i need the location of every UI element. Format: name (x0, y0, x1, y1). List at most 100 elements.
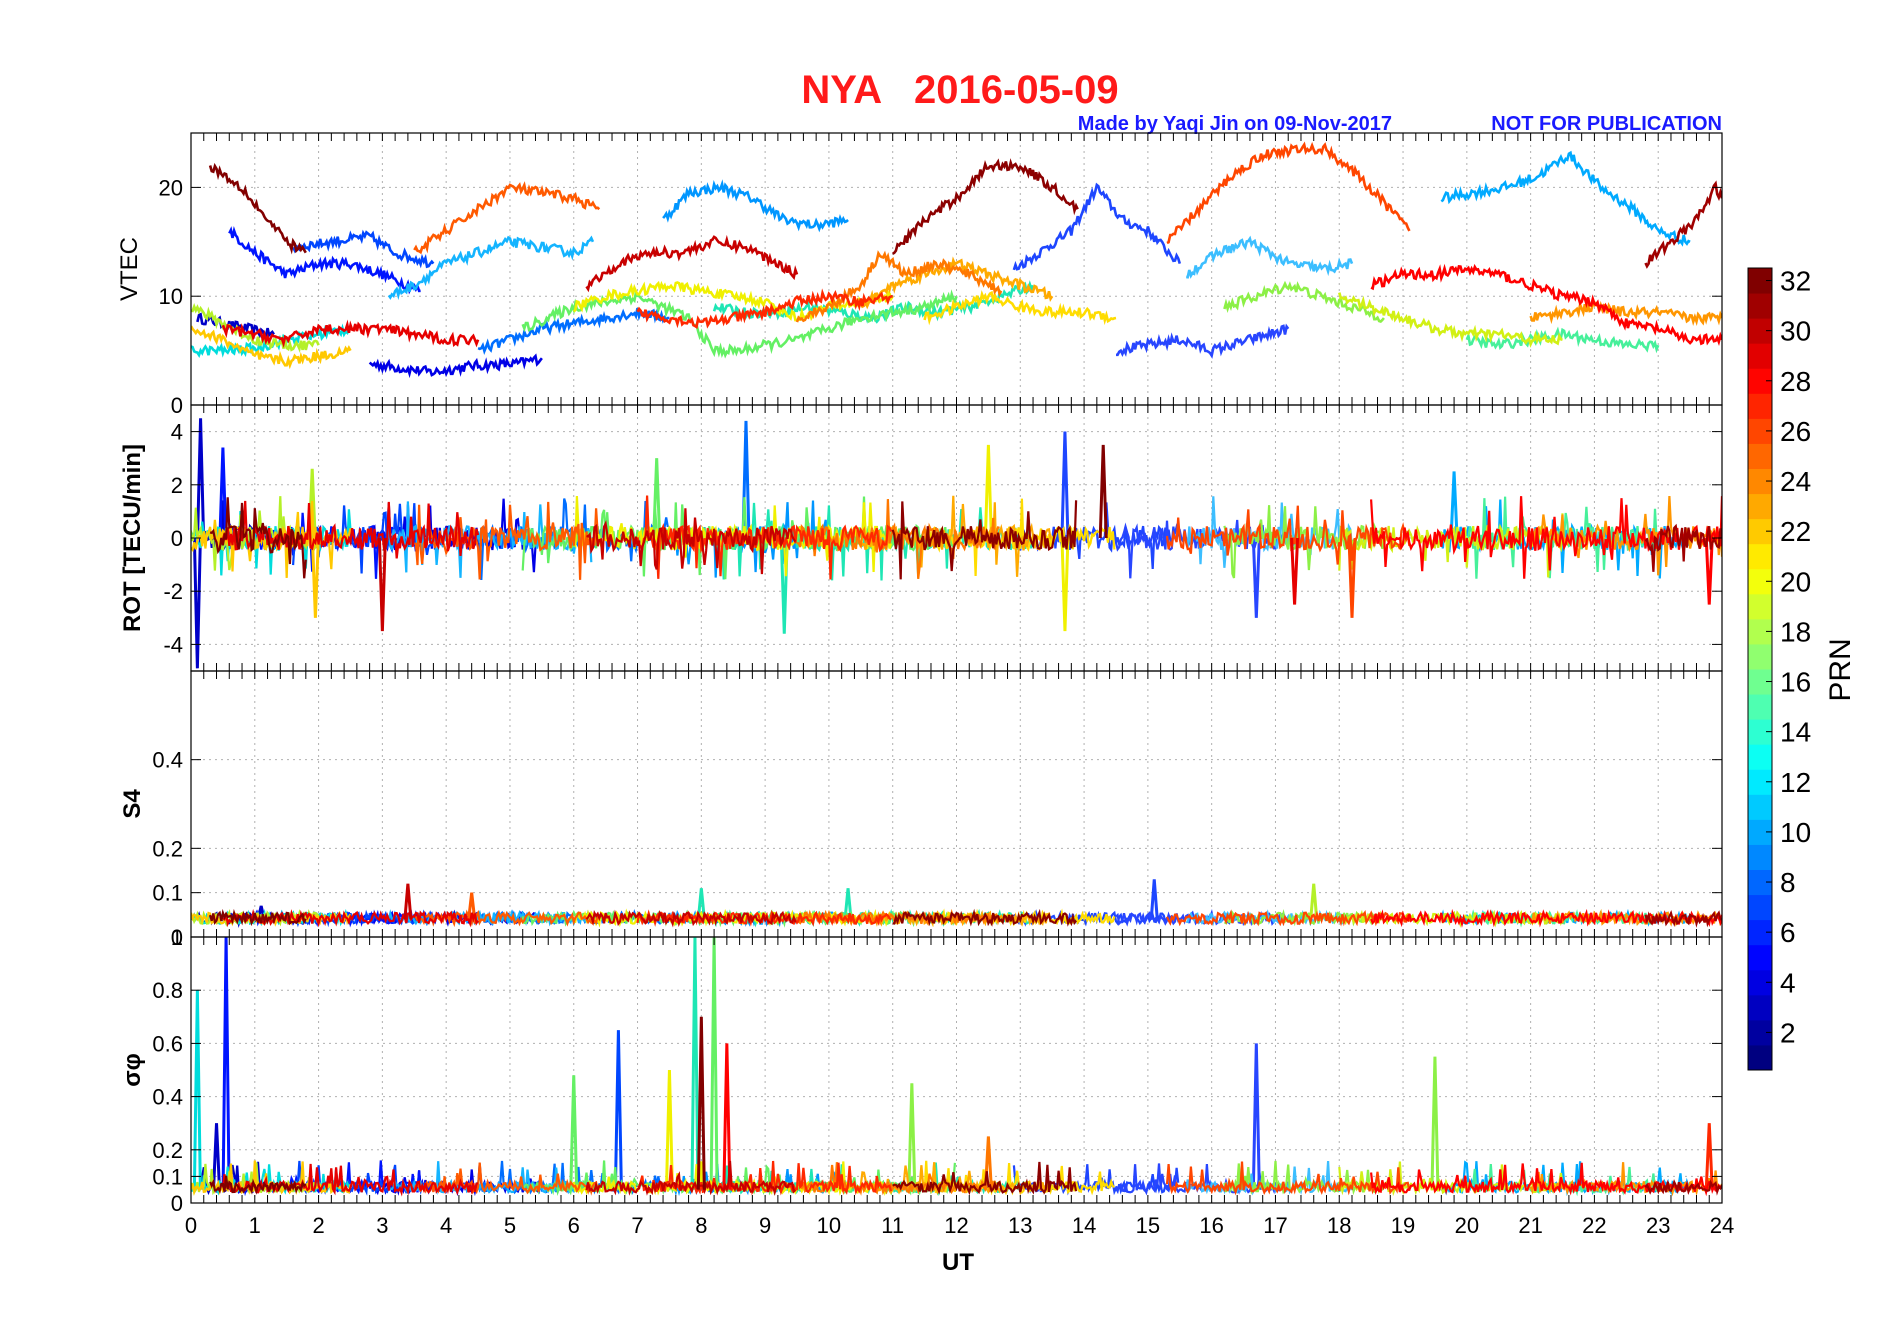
colorbar-tick-label: 20 (1780, 566, 1811, 597)
sigphi-spike-prn-17 (907, 1083, 917, 1190)
sigphi-spike-prn-17 (1430, 1056, 1440, 1190)
vtec-trace-prn-10 (1440, 150, 1691, 247)
x-tick-label: 18 (1327, 1213, 1351, 1238)
sigphi-trace-prn-1 (892, 1161, 1078, 1196)
sigphi-spike-prn-2 (212, 1123, 222, 1190)
colorbar-swatch (1748, 794, 1772, 820)
rot-spike-prn-22 (310, 537, 320, 618)
vtec-minor-ticks (190, 133, 1723, 405)
sigphi-y-tick-label: 0.8 (152, 978, 183, 1003)
colorbar-swatch (1748, 694, 1772, 720)
panel-s4: 0 0.1 0.2 0.4S4 (119, 670, 1723, 950)
s4-y-tick-label: 0.1 (152, 881, 183, 906)
x-tick-label: 9 (759, 1213, 771, 1238)
sigphi-trace-prn-29 (1370, 1162, 1722, 1197)
vtec-trace-prn-25 (795, 250, 1003, 323)
rot-y-tick-label: 0 (171, 526, 183, 551)
rot-trace-prn-24 (1529, 495, 1722, 576)
sigphi-trace-prn-26 (1644, 1179, 1722, 1196)
vtec-trace-prn-32 (208, 162, 307, 255)
x-tick-label: 6 (568, 1213, 580, 1238)
vtec-trace-prn-16 (521, 289, 958, 359)
vtec-y-tick-label: 0 (171, 393, 183, 418)
rot-trace-prn-26 (414, 501, 599, 580)
colorbar-tick-label: 14 (1780, 717, 1811, 748)
x-tick-label: 4 (440, 1213, 452, 1238)
rot-traces (191, 418, 1722, 669)
rot-spike-prn-32 (1098, 444, 1108, 539)
sigphi-trace-prn-22 (191, 1160, 352, 1197)
colorbar-swatch (1748, 944, 1772, 971)
colorbar-label: PRN (1824, 638, 1857, 701)
vtec-trace-prn-4 (228, 225, 421, 295)
colorbar-swatch (1748, 493, 1772, 520)
s4-y-tick-label: 0.2 (152, 836, 183, 861)
rot-spike-prn-10 (1449, 471, 1459, 539)
x-tick-label: 16 (1199, 1213, 1223, 1238)
panel-rot: -4 -2 0 2 4 ROT [TECU/min] (119, 404, 1723, 672)
s4-y-tick-label: 0.4 (152, 748, 183, 773)
vtec-trace-prn-18 (191, 303, 320, 353)
rot-y-tick-label: 2 (171, 473, 183, 498)
rot-trace-prn-32 (209, 497, 307, 579)
colorbar-swatch (1748, 994, 1772, 1021)
sigphi-y-tick-label: 0 (171, 1191, 183, 1216)
s4-traces (191, 879, 1722, 929)
sigphi-spike-prn-20 (664, 1069, 674, 1190)
colorbar-swatch (1748, 844, 1772, 870)
rot-trace-prn-26 (1644, 523, 1722, 572)
x-tick-label: 14 (1072, 1213, 1096, 1238)
x-tick-label: 12 (944, 1213, 968, 1238)
colorbar-swatch (1748, 593, 1772, 620)
sigphi-y-label: σφ (119, 1053, 146, 1087)
colorbar-tick-label: 10 (1780, 817, 1811, 848)
rot-trace-prn-13 (191, 509, 352, 576)
sigphi-y-tick-label: 0.1 (152, 1164, 183, 1189)
sigphi-y-tick-label: 0.2 (152, 1138, 183, 1163)
sigphi-trace-prn-32 (209, 1175, 307, 1195)
vtec-trace-prn-22 (191, 325, 352, 370)
rot-spike-prn-27 (1347, 537, 1357, 618)
colorbar-tick-label: 26 (1780, 416, 1811, 447)
x-tick-label: 8 (695, 1213, 707, 1238)
vtec-y-tick-label: 10 (159, 284, 183, 309)
s4-trace-prn-30 (222, 908, 480, 928)
rot-spike-prn-31 (377, 537, 387, 632)
rot-trace-prn-29 (1370, 496, 1722, 579)
vtec-trace-prn-7 (1116, 323, 1290, 359)
rot-spike-prn-20 (1060, 537, 1070, 632)
notice-text: NOT FOR PUBLICATION (1491, 113, 1722, 135)
colorbar-tick-label: 12 (1780, 767, 1811, 798)
x-tick-label: 11 (881, 1213, 904, 1238)
colorbar-tick-label: 32 (1780, 266, 1811, 297)
colorbar-tick-label: 8 (1780, 867, 1796, 898)
vtec-trace-prn-23 (859, 256, 1054, 310)
x-tick-label: 17 (1263, 1213, 1287, 1238)
credit-text: Made by Yaqi Jin on 09-Nov-2017 (1078, 113, 1392, 135)
rot-trace-prn-1 (891, 500, 1078, 580)
vtec-trace-prn-20 (572, 280, 894, 322)
rot-y-tick-label: -2 (163, 579, 183, 604)
rot-minor-ticks (190, 405, 1723, 671)
s4-spike-prn-14 (843, 888, 853, 920)
vtec-trace-prn-24 (1529, 300, 1722, 327)
s4-y-tick-label: 0 (171, 925, 183, 950)
vtec-trace-prn-21 (923, 290, 1117, 326)
colorbar-tick-label: 24 (1780, 466, 1811, 497)
sigphi-spike-prn-14 (690, 937, 700, 1190)
s4-spike-prn-14 (696, 888, 706, 920)
vtec-trace-prn-26 (413, 181, 601, 255)
rot-spike-prn-4 (218, 447, 228, 539)
colorbar-tick-label: 16 (1780, 667, 1811, 698)
panel-vtec: 0 10 20 VTEC (116, 132, 1723, 418)
s4-minor-ticks (190, 671, 1723, 937)
sigphi-trace-prn-27 (1165, 1161, 1411, 1196)
s4-spike-prn-26 (467, 892, 477, 920)
x-tick-label: 19 (1391, 1213, 1415, 1238)
sigphi-y-tick-label: 0.4 (152, 1085, 183, 1110)
